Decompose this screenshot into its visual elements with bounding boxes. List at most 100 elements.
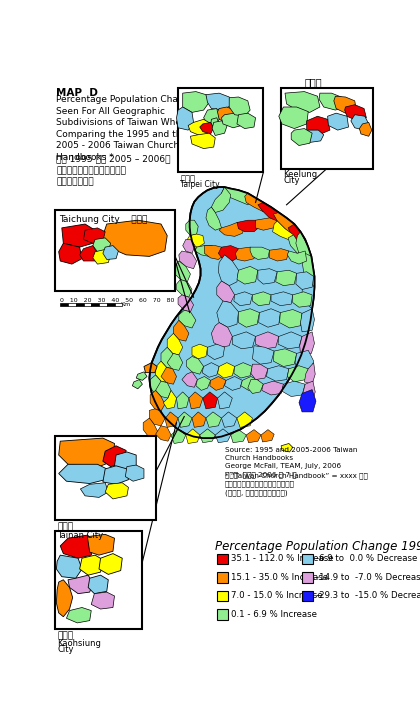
Bar (84, 303, 91, 305)
Text: 0.1 - 6.9 % Increase: 0.1 - 6.9 % Increase (231, 610, 317, 619)
Polygon shape (186, 220, 198, 236)
Polygon shape (115, 452, 136, 471)
Polygon shape (239, 309, 260, 328)
Polygon shape (171, 429, 186, 444)
Polygon shape (182, 372, 197, 387)
Polygon shape (304, 130, 324, 142)
Polygon shape (225, 377, 242, 390)
Polygon shape (200, 122, 214, 134)
Polygon shape (279, 107, 308, 129)
Polygon shape (155, 381, 171, 398)
Polygon shape (192, 344, 207, 359)
Polygon shape (207, 344, 225, 360)
Polygon shape (80, 483, 108, 498)
Polygon shape (161, 347, 176, 369)
Polygon shape (237, 266, 258, 284)
Polygon shape (161, 367, 176, 384)
Polygon shape (287, 251, 307, 264)
Polygon shape (60, 535, 95, 558)
Polygon shape (219, 223, 245, 236)
Polygon shape (287, 366, 308, 382)
Text: -6.9 to  0.0 % Decrease: -6.9 to 0.0 % Decrease (316, 555, 417, 563)
Polygon shape (105, 483, 129, 499)
Polygon shape (205, 246, 225, 259)
Polygon shape (62, 224, 95, 247)
Polygon shape (150, 409, 165, 426)
Polygon shape (103, 446, 126, 466)
Polygon shape (241, 377, 259, 390)
Polygon shape (99, 554, 122, 575)
Polygon shape (204, 108, 219, 125)
Polygon shape (237, 220, 260, 231)
Polygon shape (345, 105, 366, 121)
Polygon shape (255, 332, 279, 349)
Polygon shape (80, 555, 103, 575)
Polygon shape (221, 187, 255, 205)
Bar (217, 590, 228, 602)
Polygon shape (66, 607, 91, 623)
Polygon shape (56, 580, 73, 617)
Text: City: City (57, 645, 74, 654)
Bar (217, 609, 228, 620)
Polygon shape (176, 392, 189, 409)
Polygon shape (103, 246, 118, 259)
Polygon shape (291, 129, 312, 145)
Polygon shape (258, 268, 277, 284)
Polygon shape (80, 246, 97, 261)
Polygon shape (176, 280, 192, 297)
Bar (60, 303, 68, 305)
Polygon shape (296, 231, 313, 266)
Bar (55, 530, 142, 629)
Polygon shape (288, 224, 308, 247)
Polygon shape (273, 221, 294, 239)
Text: 0   10   20   30   40   50   60   70   80: 0 10 20 30 40 50 60 70 80 (60, 298, 175, 303)
Text: Taichung City    台中市: Taichung City 台中市 (59, 215, 147, 224)
Polygon shape (258, 202, 286, 223)
Bar (76, 303, 84, 305)
Polygon shape (165, 412, 178, 427)
Polygon shape (173, 320, 189, 341)
Polygon shape (234, 362, 252, 378)
Polygon shape (218, 246, 240, 261)
Text: * “Taiwan Church Handbook” = xxxx 年台
灣地區基督教會宗派宗教機構一覽表
(台中市, 基督教資料中心發行): * “Taiwan Church Handbook” = xxxx 年台 灣地區… (225, 472, 368, 496)
Polygon shape (91, 592, 115, 609)
Bar (55, 436, 155, 520)
Polygon shape (59, 244, 82, 264)
Polygon shape (270, 248, 289, 261)
Polygon shape (200, 429, 215, 443)
Polygon shape (179, 251, 197, 268)
Polygon shape (211, 187, 231, 212)
Polygon shape (217, 301, 239, 328)
Polygon shape (87, 534, 115, 555)
Polygon shape (246, 429, 261, 443)
Bar (281, 88, 373, 169)
Polygon shape (232, 332, 255, 349)
Bar (217, 572, 228, 583)
Polygon shape (84, 228, 105, 244)
Polygon shape (56, 555, 82, 578)
Polygon shape (295, 350, 314, 373)
Polygon shape (221, 412, 237, 427)
Polygon shape (261, 429, 274, 442)
Polygon shape (276, 271, 297, 286)
Polygon shape (212, 121, 228, 135)
Polygon shape (196, 377, 210, 390)
Polygon shape (255, 218, 277, 230)
Polygon shape (189, 392, 203, 409)
Polygon shape (210, 117, 219, 129)
Polygon shape (206, 207, 221, 230)
Polygon shape (183, 239, 195, 253)
Polygon shape (288, 235, 305, 253)
Polygon shape (266, 366, 289, 381)
Polygon shape (334, 96, 356, 113)
Polygon shape (143, 418, 158, 438)
Text: 35.1 - 112.0 % Increase: 35.1 - 112.0 % Increase (231, 555, 333, 563)
Polygon shape (300, 332, 315, 355)
Polygon shape (155, 361, 170, 382)
Polygon shape (293, 292, 312, 307)
Bar (217, 554, 228, 565)
Text: 15.1 - 35.0 % Increase: 15.1 - 35.0 % Increase (231, 573, 328, 582)
Polygon shape (192, 412, 206, 427)
Polygon shape (195, 246, 215, 256)
Polygon shape (304, 362, 315, 384)
